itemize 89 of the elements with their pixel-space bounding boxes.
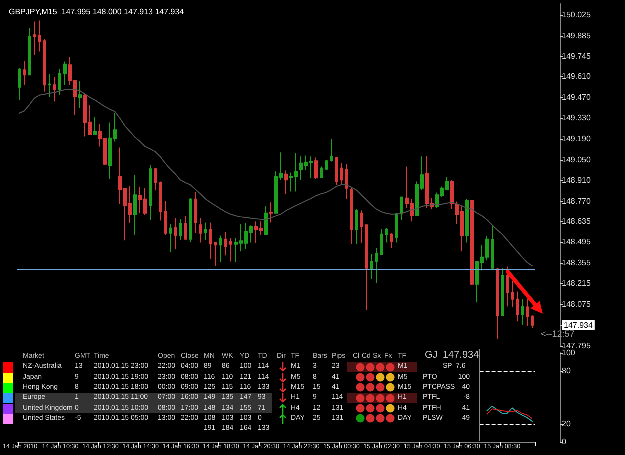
- candlestick: [370, 254, 373, 280]
- candlestick: [375, 248, 378, 284]
- candlestick: [214, 242, 217, 267]
- candlestick: [38, 20, 41, 52]
- candlestick: [385, 228, 388, 244]
- y-tick-label: 148.910: [562, 176, 592, 186]
- candlestick: [491, 224, 494, 271]
- y-tick-label: 20: [562, 420, 572, 429]
- candlestick: [400, 196, 403, 221]
- candlestick: [395, 212, 398, 244]
- y-tick-label: 149.745: [562, 52, 592, 62]
- candlestick: [154, 168, 157, 192]
- candlestick: [355, 208, 358, 245]
- candlestick: [314, 157, 318, 180]
- candlestick: [531, 315, 534, 329]
- candlestick: [194, 192, 197, 234]
- candlestick: [58, 68, 61, 96]
- candlestick: [269, 202, 273, 224]
- y-tick-label: 100: [562, 348, 576, 358]
- candlestick: [23, 60, 26, 86]
- line-series: [19, 88, 533, 267]
- y-tick-label: 148.075: [562, 300, 592, 309]
- candlestick: [174, 218, 177, 250]
- y-tick-label: 149.885: [562, 31, 592, 40]
- line-series: [486, 408, 533, 420]
- candlestick: [199, 218, 202, 244]
- candlestick: [43, 38, 46, 92]
- candlestick: [506, 266, 509, 308]
- candlestick: [78, 80, 82, 109]
- candlestick: [149, 164, 152, 221]
- candlestick: [179, 218, 182, 241]
- y-tick-label: 148.495: [562, 238, 592, 247]
- candlestick: [189, 198, 192, 243]
- y-tick-label: 147.934: [564, 320, 594, 330]
- candlestick: [465, 198, 469, 244]
- candlestick: [365, 224, 368, 310]
- y-tick-label: 149.470: [562, 92, 592, 102]
- candlestick: [264, 206, 268, 236]
- y-tick-label: 149.190: [562, 134, 592, 144]
- candlestick: [380, 228, 383, 256]
- candlestick: [284, 170, 288, 195]
- candlestick: [48, 74, 51, 98]
- candlestick: [53, 76, 56, 102]
- candlestick: [204, 222, 207, 241]
- y-tick-label: 147.795: [562, 342, 592, 350]
- candlestick: [345, 164, 348, 200]
- candlestick: [133, 174, 137, 236]
- candlestick: [164, 200, 167, 236]
- candlestick: [28, 28, 31, 76]
- candlestick: [63, 61, 67, 86]
- candlestick: [340, 162, 343, 186]
- candlestick: [450, 180, 454, 210]
- candlestick: [325, 160, 328, 171]
- y-tick-label: 148.215: [562, 279, 592, 288]
- y-tick-label: 148.635: [562, 216, 592, 226]
- candlestick: [335, 156, 338, 186]
- candlestick: [159, 181, 162, 222]
- candlestick: [224, 232, 227, 256]
- candlestick: [390, 232, 393, 249]
- candlestick: [219, 235, 222, 263]
- candlestick: [169, 224, 172, 253]
- candlestick: [526, 298, 529, 326]
- y-tick-label: 80: [562, 366, 572, 376]
- candlestick: [229, 238, 232, 262]
- y-tick-label: 150.025: [562, 10, 592, 20]
- y-tick-label: 149.050: [562, 155, 592, 164]
- y-tick-label: 149.610: [562, 72, 592, 82]
- y-tick-label: 0: [562, 438, 567, 446]
- y-tick-label: 148.355: [562, 258, 592, 268]
- candlestick: [93, 116, 97, 136]
- candlestick: [511, 280, 514, 308]
- candlestick: [330, 138, 333, 162]
- chart-title: GBPJPY,M15 147.995 148.000 147.913 147.934: [9, 8, 185, 16]
- candlestick: [516, 291, 519, 322]
- candlestick: [18, 68, 21, 101]
- candlestick: [209, 222, 212, 260]
- candlestick: [184, 216, 187, 240]
- candlestick: [501, 268, 504, 317]
- annotation: GJ 147.934: [425, 350, 480, 362]
- candlestick: [33, 21, 36, 56]
- y-tick-label: 149.330: [562, 114, 592, 123]
- line-series: [486, 406, 533, 422]
- candlestick: [496, 268, 499, 340]
- candlestick: [470, 200, 474, 286]
- y-tick-label: 148.770: [562, 196, 592, 206]
- candlestick: [320, 166, 323, 179]
- candlestick: [521, 298, 524, 326]
- candlestick: [360, 210, 363, 244]
- candlestick: [350, 188, 353, 245]
